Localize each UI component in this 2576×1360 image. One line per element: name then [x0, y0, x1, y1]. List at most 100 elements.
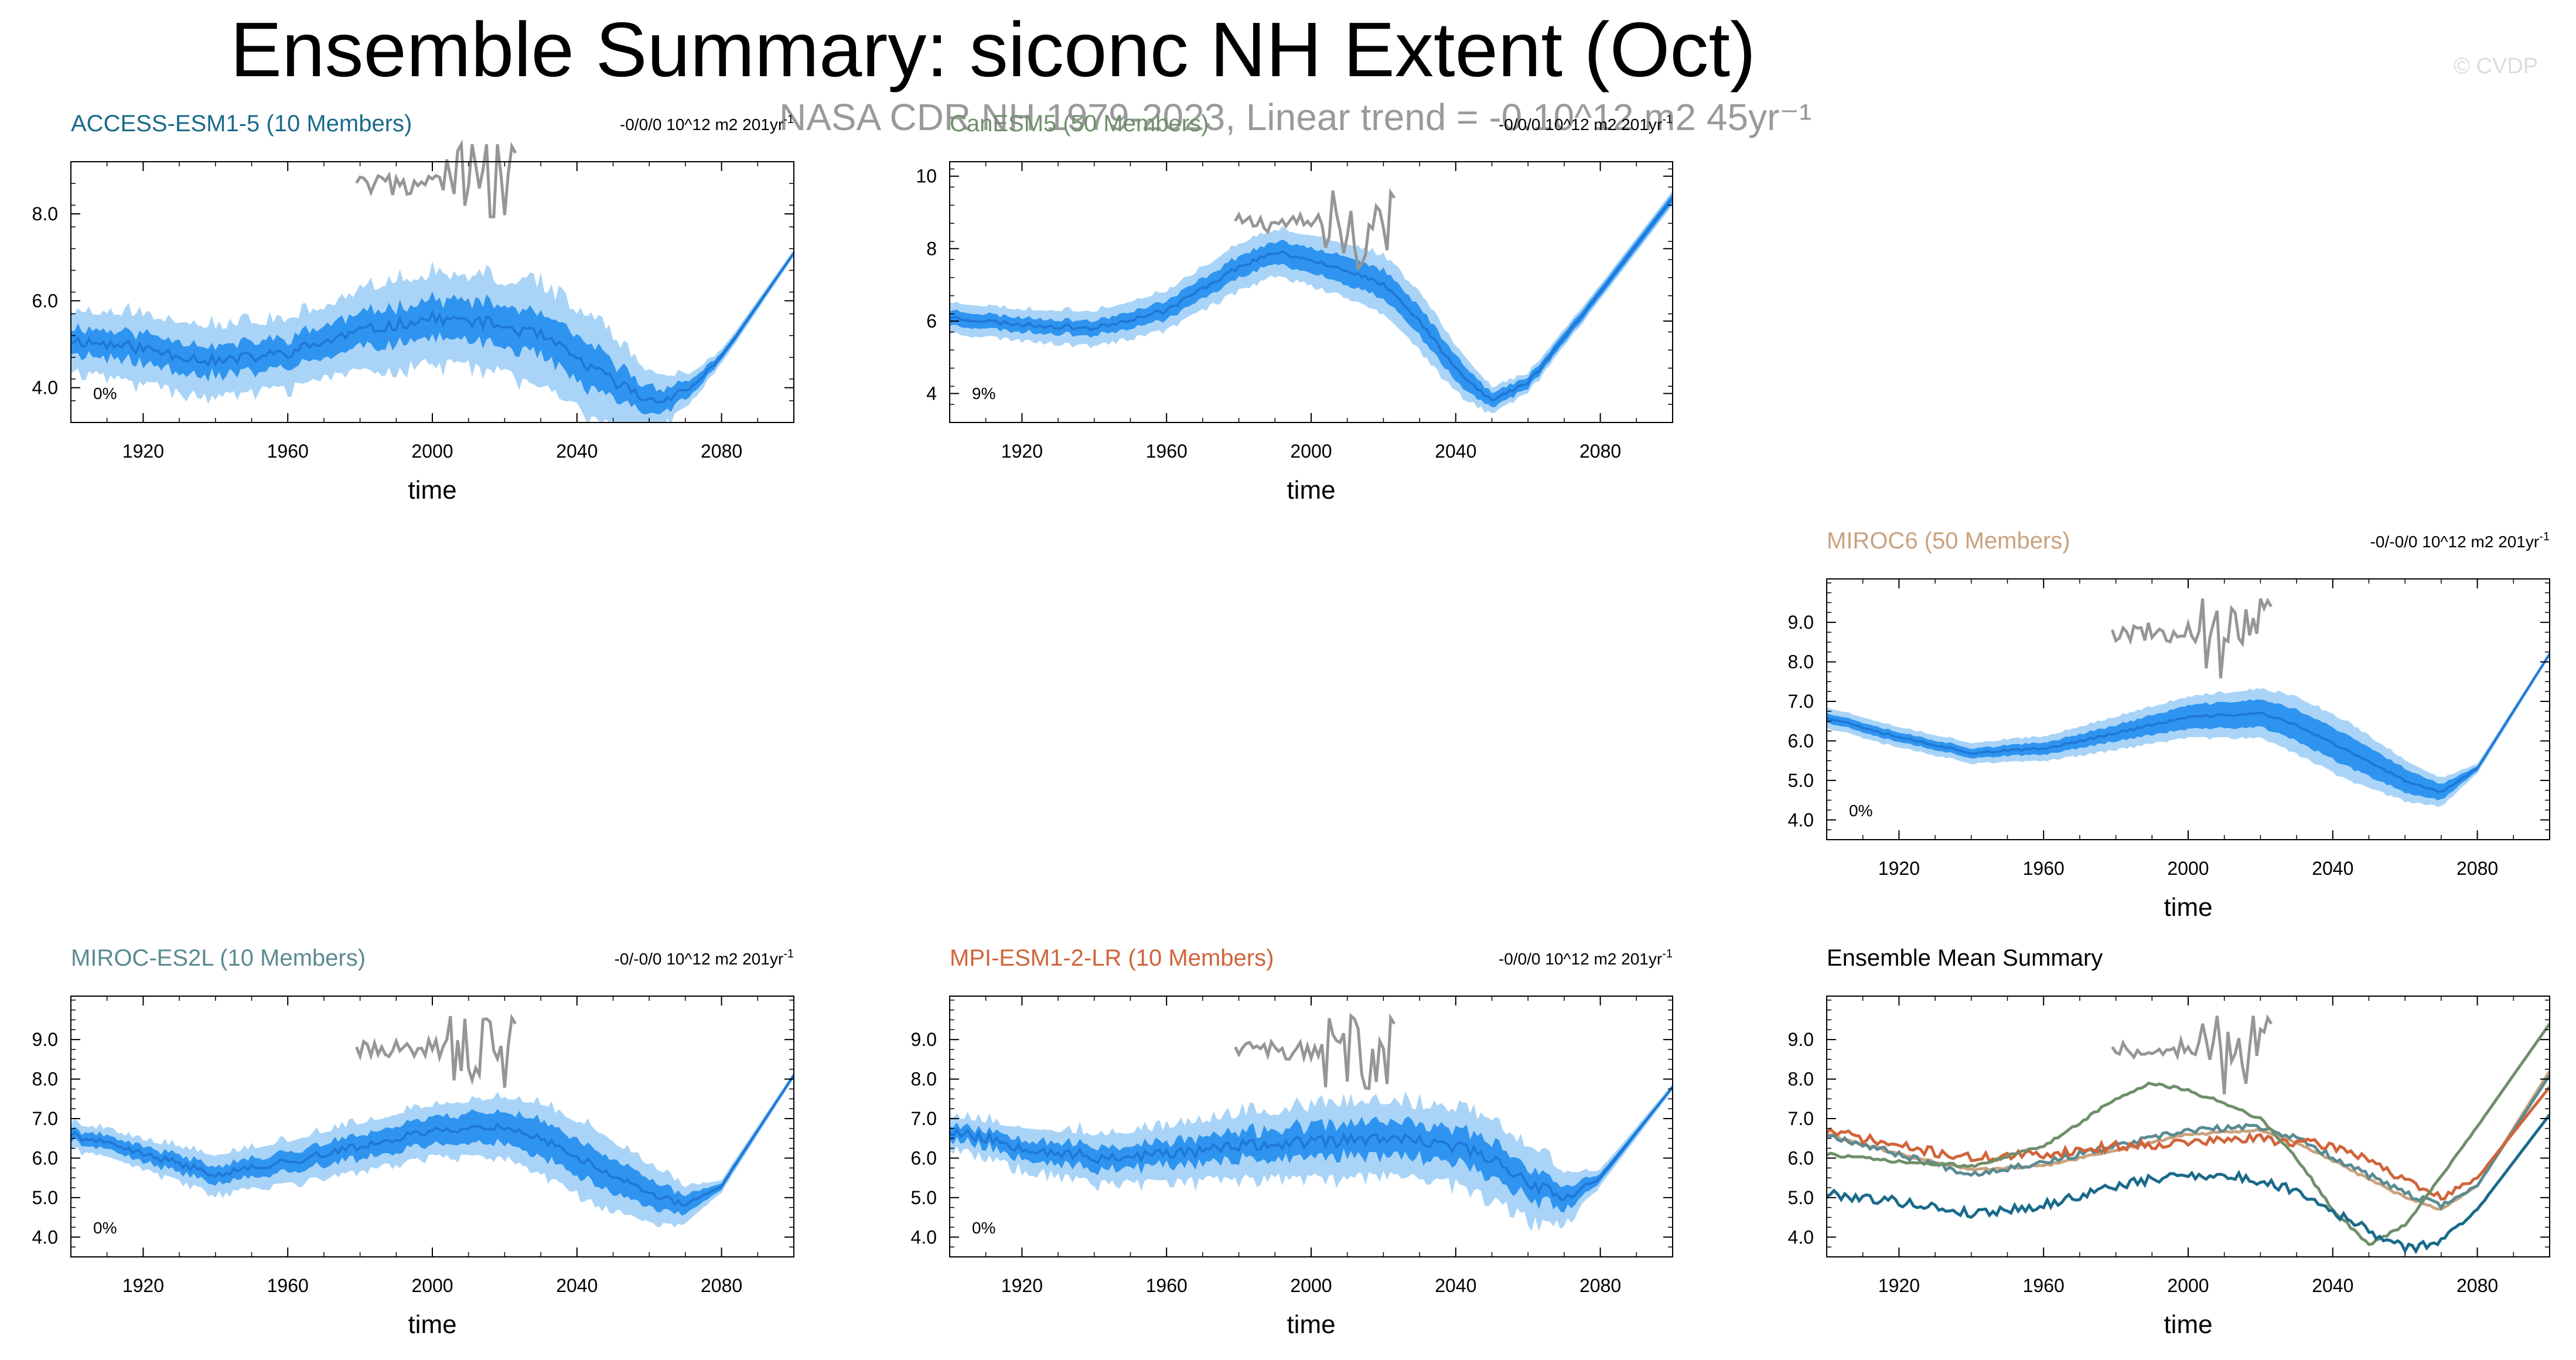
ensemble-mean-line	[71, 1074, 794, 1207]
ensemble-inner-range	[71, 1073, 794, 1216]
ensemble-outer-range	[950, 1083, 1673, 1232]
y-tick-label: 4.0	[1788, 809, 1814, 830]
y-tick-label: 7.0	[32, 1108, 58, 1129]
y-tick-label: 8	[926, 238, 937, 259]
x-tick-label: 2080	[1579, 1275, 1621, 1296]
x-tick-label: 2040	[556, 1275, 598, 1296]
x-tick-label: 2040	[2312, 1275, 2353, 1296]
x-axis-label: time	[1287, 1310, 1335, 1339]
x-tick-label: 2000	[1290, 1275, 1332, 1296]
y-tick-label: 6.0	[1788, 730, 1814, 751]
figure-title: Ensemble Summary: siconc NH Extent (Oct)	[230, 6, 1756, 93]
ensemble-mean-line	[950, 1086, 1673, 1201]
y-tick-label: 5.0	[32, 1187, 58, 1208]
percent-label: 9%	[972, 384, 995, 403]
y-tick-label: 8.0	[1788, 1069, 1814, 1090]
ensemble-outer-range	[71, 249, 794, 422]
ensemble-outer-range	[71, 1072, 794, 1228]
y-tick-label: 6.0	[32, 290, 58, 311]
plot-frame	[1826, 996, 2550, 1257]
observation-line	[2111, 597, 2273, 679]
trend-label: -0/0/0 10^12 m2 201yr-1	[1499, 947, 1673, 968]
x-tick-label: 2000	[411, 441, 453, 462]
series-line-access	[1827, 1113, 2550, 1255]
ensemble-outer-range	[1827, 652, 2550, 807]
ensemble-inner-range	[950, 1085, 1673, 1213]
x-tick-label: 1920	[1001, 441, 1043, 462]
x-tick-label: 1960	[1146, 1275, 1188, 1296]
observation-line	[355, 1013, 517, 1088]
y-tick-label: 6.0	[32, 1147, 58, 1168]
x-tick-label: 2080	[701, 441, 742, 462]
panel-canesm: CanESM5 (50 Members) -0/0/0 10^12 m2 201y…	[916, 111, 1673, 505]
x-axis-label: time	[2164, 1310, 2212, 1339]
panel-title: MIROC6 (50 Members)	[1827, 528, 2070, 554]
x-tick-label: 1960	[2023, 858, 2065, 879]
x-tick-label: 2080	[1579, 441, 1621, 462]
y-tick-label: 9.0	[32, 1029, 58, 1050]
x-axis-label: time	[2164, 893, 2212, 922]
observation-trend-title: NASA CDR NH 1979-2023, Linear trend = -0…	[779, 96, 1812, 138]
panel-title: Ensemble Mean Summary	[1827, 945, 2103, 971]
y-tick-label: 9.0	[1788, 1029, 1814, 1050]
x-tick-label: 1920	[1878, 1275, 1920, 1296]
panel-miroces2l: MIROC-ES2L (10 Members) -0/-0/0 10^12 m2 …	[32, 945, 794, 1339]
trend-label: -0/0/0 10^12 m2 201yr-1	[620, 113, 794, 134]
plot-frame	[70, 161, 794, 423]
y-tick-label: 10	[916, 166, 937, 187]
panel-title: MPI-ESM1-2-LR (10 Members)	[950, 945, 1274, 971]
series-line-miroces2l	[1827, 1074, 2550, 1211]
x-tick-label: 1920	[1878, 858, 1920, 879]
ensemble-inner-range	[1827, 653, 2550, 800]
x-tick-label: 2000	[411, 1275, 453, 1296]
x-tick-label: 2080	[2456, 858, 2498, 879]
trend-label: -0/-0/0 10^12 m2 201yr-1	[615, 947, 794, 968]
y-tick-label: 9.0	[911, 1029, 937, 1050]
observation-line	[355, 139, 517, 219]
x-tick-label: 2040	[556, 441, 598, 462]
percent-label: 0%	[972, 1219, 995, 1237]
ensemble-inner-range	[71, 251, 794, 415]
series-line-canesm	[1827, 1022, 2550, 1246]
x-tick-label: 2080	[2456, 1275, 2498, 1296]
y-tick-label: 8.0	[1788, 652, 1814, 673]
cvdp-watermark: © CVDP	[2454, 54, 2539, 79]
panel-mpi: MPI-ESM1-2-LR (10 Members) -0/0/0 10^12 m…	[911, 945, 1673, 1339]
percent-label: 0%	[93, 1219, 117, 1237]
y-tick-label: 4	[926, 383, 937, 404]
x-axis-label: time	[1287, 476, 1335, 505]
x-tick-label: 1960	[1146, 441, 1188, 462]
panel-title: ACCESS-ESM1-5 (10 Members)	[71, 111, 412, 137]
ensemble-inner-range	[950, 193, 1673, 407]
y-tick-label: 8.0	[911, 1069, 937, 1090]
percent-label: 0%	[93, 384, 117, 403]
x-tick-label: 2000	[2167, 858, 2209, 879]
y-tick-label: 5.0	[1788, 1187, 1814, 1208]
x-tick-label: 1920	[1001, 1275, 1043, 1296]
x-tick-label: 2040	[2312, 858, 2353, 879]
trend-label: -0/-0/0 10^12 m2 201yr-1	[2370, 530, 2550, 551]
x-axis-label: time	[408, 476, 456, 505]
plot-frame	[949, 161, 1673, 423]
y-tick-label: 6.0	[911, 1147, 937, 1168]
y-tick-label: 4.0	[911, 1226, 937, 1247]
plot-area	[71, 249, 794, 422]
x-tick-label: 2000	[1290, 441, 1332, 462]
percent-label: 0%	[1849, 802, 1872, 820]
observation-line	[1234, 1013, 1396, 1090]
x-tick-label: 2040	[1435, 441, 1476, 462]
x-tick-label: 2040	[1435, 1275, 1476, 1296]
y-tick-label: 7.0	[1788, 691, 1814, 712]
panel-summary: Ensemble Mean Summary 9.0 8.0 7.0 6.0 5.0 4.0 1…	[1788, 945, 2550, 1339]
y-tick-label: 9.0	[1788, 612, 1814, 633]
plot-frame	[1826, 578, 2550, 840]
x-tick-label: 1920	[122, 441, 164, 462]
trend-label-exponent: -1	[2539, 530, 2550, 543]
plot-area	[1827, 1022, 2550, 1255]
y-tick-label: 6.0	[1788, 1147, 1814, 1168]
y-tick-label: 8.0	[32, 203, 58, 224]
plot-area	[950, 1083, 1673, 1232]
plot-frame	[70, 996, 794, 1257]
y-tick-label: 4.0	[32, 377, 58, 398]
